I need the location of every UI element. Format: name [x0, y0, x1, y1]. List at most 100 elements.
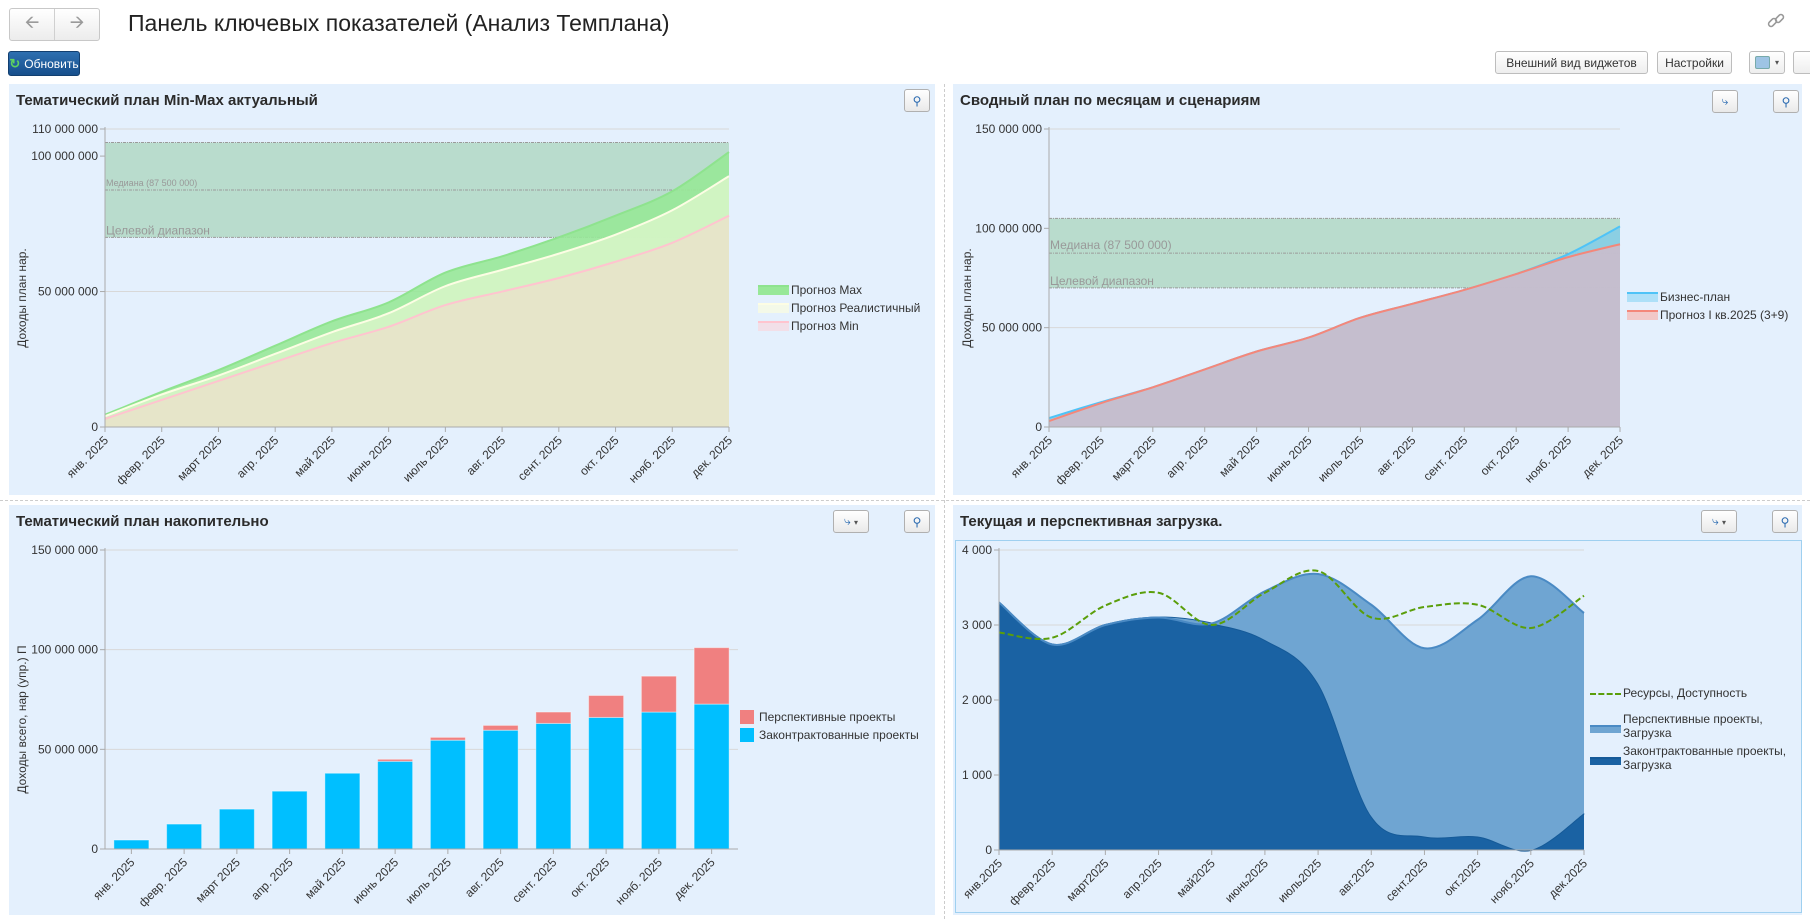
- zoom-button[interactable]: ⚲: [1773, 90, 1799, 113]
- legend-label: Бизнес-план: [1660, 290, 1731, 304]
- y-tick-label: 3 000: [962, 618, 992, 632]
- x-tick-label: июль 2025: [1315, 433, 1367, 485]
- legend-swatch: [1590, 757, 1621, 765]
- x-tick-label: июль2025: [1275, 856, 1324, 905]
- x-tick-label: апр.2025: [1120, 856, 1165, 901]
- bar-contracted: [271, 790, 308, 850]
- zoom-button[interactable]: ⚲: [904, 510, 930, 533]
- legend-item[interactable]: Бизнес-план: [1627, 290, 1788, 304]
- x-tick-label: февр.2025: [1006, 856, 1058, 908]
- history-nav: 🡨 🡪: [9, 8, 100, 41]
- bar-contracted: [166, 823, 203, 850]
- refresh-button[interactable]: ↻ Обновить: [8, 51, 80, 76]
- legend-item[interactable]: Законтрактованные проекты: [740, 728, 919, 742]
- widget-cumulative: Тематический план накопительно ⤷ ▾ ⚲: [9, 505, 935, 915]
- bar-prospective: [640, 675, 677, 713]
- legend-swatch: [1627, 292, 1658, 302]
- y-axis-title: Доходы план нар.: [960, 248, 974, 347]
- x-tick-label: февр. 2025: [1053, 433, 1108, 488]
- widgets-view-button[interactable]: Внешний вид виджетов: [1495, 51, 1648, 74]
- legend-summary: Бизнес-план Прогноз I кв.2025 (3+9): [1627, 290, 1788, 326]
- x-tick-label: авг. 2025: [462, 855, 507, 900]
- y-tick-label: 100 000 000: [975, 221, 1042, 235]
- x-tick-label: янв. 2025: [64, 433, 112, 481]
- zoom-button[interactable]: ⚲: [904, 89, 930, 112]
- drilldown-menu-button[interactable]: ⤷ ▾: [1701, 510, 1737, 533]
- legend-item[interactable]: Перспективные проекты, Загрузка: [1590, 712, 1800, 740]
- x-tick-label: февр. 2025: [113, 433, 168, 488]
- legend-swatch: [1590, 725, 1621, 733]
- x-tick-label: март 2025: [193, 855, 243, 905]
- bar-prospective: [588, 695, 625, 718]
- settings-button[interactable]: Настройки: [1657, 51, 1732, 74]
- drilldown-button[interactable]: ⤷: [1712, 90, 1738, 113]
- x-tick-label: янв.2025: [960, 856, 1005, 901]
- bar-prospective: [482, 724, 519, 731]
- legend-item[interactable]: Ресурсы, Доступность: [1590, 686, 1800, 700]
- legend-item[interactable]: Прогноз Max: [758, 283, 920, 297]
- y-tick-label: 150 000 000: [975, 122, 1042, 136]
- y-tick-label: 100 000 000: [31, 149, 98, 163]
- area-line-1: [998, 572, 1585, 650]
- widget-title: Тематический план Min-Max актуальный: [16, 92, 318, 109]
- x-tick-label: нояб. 2025: [1522, 433, 1575, 486]
- page-title: Панель ключевых показателей (Анализ Темп…: [128, 10, 670, 36]
- bar-contracted: [640, 711, 677, 850]
- curved-arrow-icon: ⤷ ▾: [1711, 514, 1727, 528]
- x-tick-label: апр. 2025: [234, 433, 282, 481]
- drilldown-menu-button[interactable]: ⤷ ▾: [833, 510, 869, 533]
- y-tick-label: 0: [1035, 420, 1042, 434]
- series-line-1: [104, 175, 730, 418]
- area-series-2: [105, 215, 729, 427]
- legend-item[interactable]: Перспективные проекты: [740, 710, 919, 724]
- x-tick-label: авг. 2025: [1374, 433, 1419, 478]
- image-icon: [1754, 56, 1770, 69]
- median-label: Медиана (87 500 000): [106, 178, 197, 188]
- y-tick-label: 2 000: [962, 693, 992, 707]
- link-icon[interactable]: [1765, 10, 1787, 37]
- x-tick-label: окт.2025: [1441, 856, 1484, 899]
- x-tick-label: апр. 2025: [248, 855, 296, 903]
- refresh-icon: ↻: [9, 55, 21, 71]
- y-tick-label: 100 000 000: [31, 643, 98, 657]
- magnifier-icon: ⚲: [912, 514, 922, 529]
- x-tick-label: июль 2025: [403, 855, 455, 907]
- panel-divider-horizontal: [0, 500, 1810, 501]
- x-tick-label: май2025: [1174, 856, 1218, 900]
- forward-button[interactable]: 🡪: [54, 9, 99, 40]
- zoom-button[interactable]: ⚲: [1772, 510, 1798, 533]
- legend-label: Перспективные проекты, Загрузка: [1623, 712, 1763, 740]
- image-menu-button[interactable]: ▾: [1749, 51, 1785, 74]
- bar-prospective: [377, 758, 414, 762]
- legend-item[interactable]: Прогноз Min: [758, 319, 920, 333]
- x-tick-label: окт. 2025: [577, 433, 622, 478]
- x-tick-label: сент. 2025: [509, 855, 559, 905]
- y-tick-label: 0: [91, 420, 98, 434]
- bar-prospective: [693, 647, 730, 705]
- magnifier-icon: ⚲: [1780, 514, 1790, 529]
- legend-load: Ресурсы, Доступность Перспективные проек…: [1590, 686, 1800, 776]
- series-line-0: [104, 151, 730, 416]
- y-tick-label: 4 000: [962, 543, 992, 557]
- legend-item[interactable]: Прогноз I кв.2025 (3+9): [1627, 308, 1788, 322]
- legend-swatch: [1590, 693, 1621, 695]
- target-band-label: Целевой диапазон: [1050, 274, 1154, 288]
- more-button[interactable]: [1793, 51, 1810, 74]
- legend-item[interactable]: Прогноз Реалистичный: [758, 301, 920, 315]
- legend-minmax: Прогноз Max Прогноз Реалистичный Прогноз…: [758, 283, 920, 337]
- widget-title: Текущая и перспективная загрузка.: [960, 513, 1223, 530]
- x-tick-label: июнь2025: [1222, 856, 1271, 905]
- legend-label: Перспективные проекты: [759, 710, 896, 724]
- y-tick-label: 50 000 000: [982, 321, 1042, 335]
- resources-line: [998, 569, 1585, 640]
- legend-label: Законтрактованные проекты, Загрузка: [1623, 744, 1787, 772]
- legend-item[interactable]: Законтрактованные проекты, Загрузка: [1590, 744, 1800, 772]
- x-tick-label: дек. 2025: [671, 855, 718, 902]
- refresh-label: Обновить: [24, 56, 79, 71]
- x-tick-label: сент.2025: [1383, 856, 1431, 904]
- x-tick-label: май 2025: [292, 433, 339, 480]
- back-button[interactable]: 🡨: [10, 9, 54, 40]
- legend-swatch: [758, 285, 789, 295]
- x-tick-label: авг. 2025: [463, 433, 508, 478]
